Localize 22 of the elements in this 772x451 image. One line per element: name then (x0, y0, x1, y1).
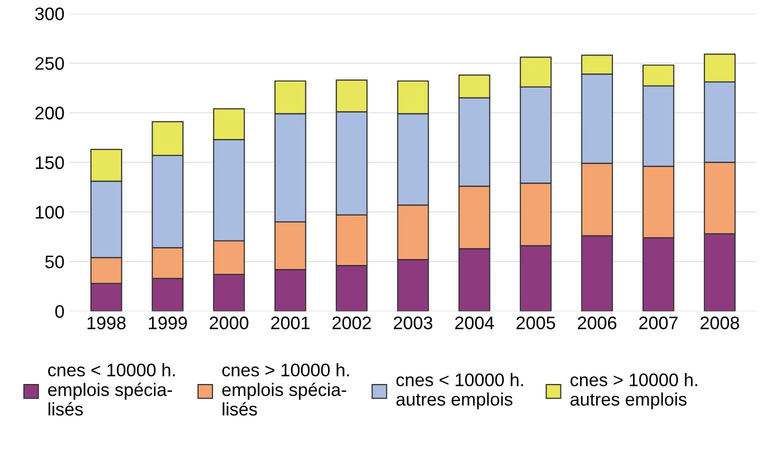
legend-label: cnes > 10000 h. emplois spécia- lisés (222, 363, 349, 416)
y-tick-label: 100 (36, 206, 64, 219)
x-tick-label: 2005 (516, 316, 556, 330)
y-tick-label: 200 (35, 106, 64, 120)
x-tick-label: 2001 (271, 316, 310, 330)
x-tick-label: 2007 (639, 316, 678, 330)
x-tick-label: 2004 (455, 316, 494, 330)
x-tick-label: 2000 (210, 316, 248, 330)
x-tick-label: 2006 (578, 316, 616, 330)
y-tick-label: 0 (55, 305, 64, 318)
legend-label: cnes < 10000 h. autres emplois (396, 373, 523, 410)
x-tick-label: 2002 (332, 316, 371, 330)
x-tick-label: 1999 (148, 316, 187, 330)
x-tick-label: 2003 (394, 316, 432, 330)
y-tick-label: 50 (45, 256, 64, 268)
x-tick-label: 2008 (700, 316, 740, 330)
y-tick-label: 300 (35, 7, 64, 20)
x-tick-label: 1998 (88, 316, 126, 330)
legend-label: cnes < 10000 h. emplois spécia- lisés (48, 363, 175, 416)
y-tick-label: 250 (35, 57, 64, 70)
y-tick-label: 150 (36, 156, 64, 170)
legend-label: cnes > 10000 h. autres emplois (570, 373, 698, 410)
